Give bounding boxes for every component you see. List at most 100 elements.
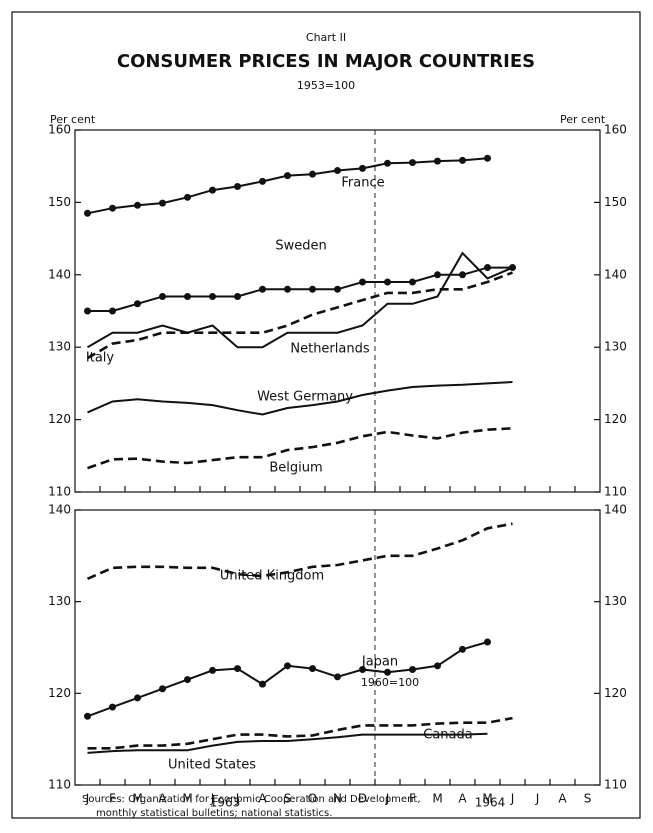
x-tick-label: A [558,792,567,806]
point [134,201,141,209]
point [359,164,366,172]
y2-axis-label: Per cent [560,113,606,126]
point [234,293,241,301]
point [134,300,141,308]
y2-tick-label: 130 [604,594,627,608]
point [459,271,466,279]
y-tick-label: 150 [48,195,71,209]
point [184,193,191,201]
point [159,685,166,693]
y2-tick-label: 130 [604,340,627,354]
x-tick-label: A [258,792,267,806]
point [309,285,316,293]
plot-area [74,129,601,493]
point [484,264,491,272]
x-tick-label: F [109,792,116,806]
x-tick-label: M [132,792,142,806]
point [359,278,366,286]
point [84,209,91,217]
y2-tick-label: 150 [604,195,627,209]
series-line [86,251,513,349]
point [209,666,216,674]
y2-tick-label: 120 [604,412,627,426]
series-line [87,641,488,718]
series-label: Netherlands [290,342,369,357]
point [259,177,266,185]
point [259,680,266,688]
series-line [87,732,488,754]
x-tick-label: O [308,792,317,806]
year-label: 1963 [210,796,241,810]
x-tick-label: J [535,792,540,806]
point [209,186,216,194]
point [409,159,416,167]
point [434,157,441,165]
x-tick-label: J [510,792,515,806]
series-label: Italy [86,351,115,366]
point [509,264,516,272]
series-label: Sweden [275,239,326,254]
y2-tick-label: 120 [604,686,627,700]
x-tick-label: M [182,792,192,806]
x-tick-label: J [385,792,390,806]
sources: monthly statistical bulletins; national … [96,808,332,819]
point [184,676,191,684]
point [434,662,441,670]
point [334,167,341,175]
point [209,293,216,301]
point [384,668,391,676]
series-label: Belgium [269,461,322,476]
series-line [87,157,488,215]
y-tick-label: 120 [48,686,71,700]
x-tick-label: D [358,792,367,806]
point [309,665,316,673]
x-tick-label: S [584,792,592,806]
series-line [87,427,513,470]
y-tick-label: 140 [48,267,71,281]
y-tick-label: 130 [48,340,71,354]
series-label: France [341,176,384,191]
y2-tick-label: 110 [604,485,627,499]
point [384,159,391,167]
point [409,278,416,286]
point [259,285,266,293]
point [234,665,241,673]
y-tick-label: 120 [48,412,71,426]
y2-tick-label: 140 [604,503,627,517]
y2-tick-label: 160 [604,123,627,137]
y-tick-label: 160 [48,123,71,137]
x-tick-label: F [409,792,416,806]
point [84,307,91,315]
x-tick-label: N [333,792,342,806]
series-line [87,716,513,750]
chart-subtitle: 1953=100 [297,79,355,92]
y-tick-label: 140 [48,503,71,517]
point [284,172,291,180]
point [459,645,466,653]
point [384,278,391,286]
y2-tick-label: 140 [604,267,627,281]
point [309,170,316,178]
x-tick-label: M [432,792,442,806]
chart-title: CONSUMER PRICES IN MAJOR COUNTRIES [117,51,535,72]
series-line [87,381,513,416]
series-line [86,522,513,580]
point [334,285,341,293]
x-tick-label: J [85,792,90,806]
x-tick-label: J [235,792,240,806]
year-label: 1964 [475,796,506,810]
point [459,156,466,164]
point [284,285,291,293]
series-label: United States [168,758,256,773]
x-tick-label: A [458,792,467,806]
point [484,638,491,646]
y-tick-label: 110 [48,485,71,499]
point [284,662,291,670]
series-label: West Germany [257,390,353,405]
point [334,673,341,681]
y2-tick-label: 110 [604,778,627,792]
point [484,154,491,162]
point [359,666,366,673]
